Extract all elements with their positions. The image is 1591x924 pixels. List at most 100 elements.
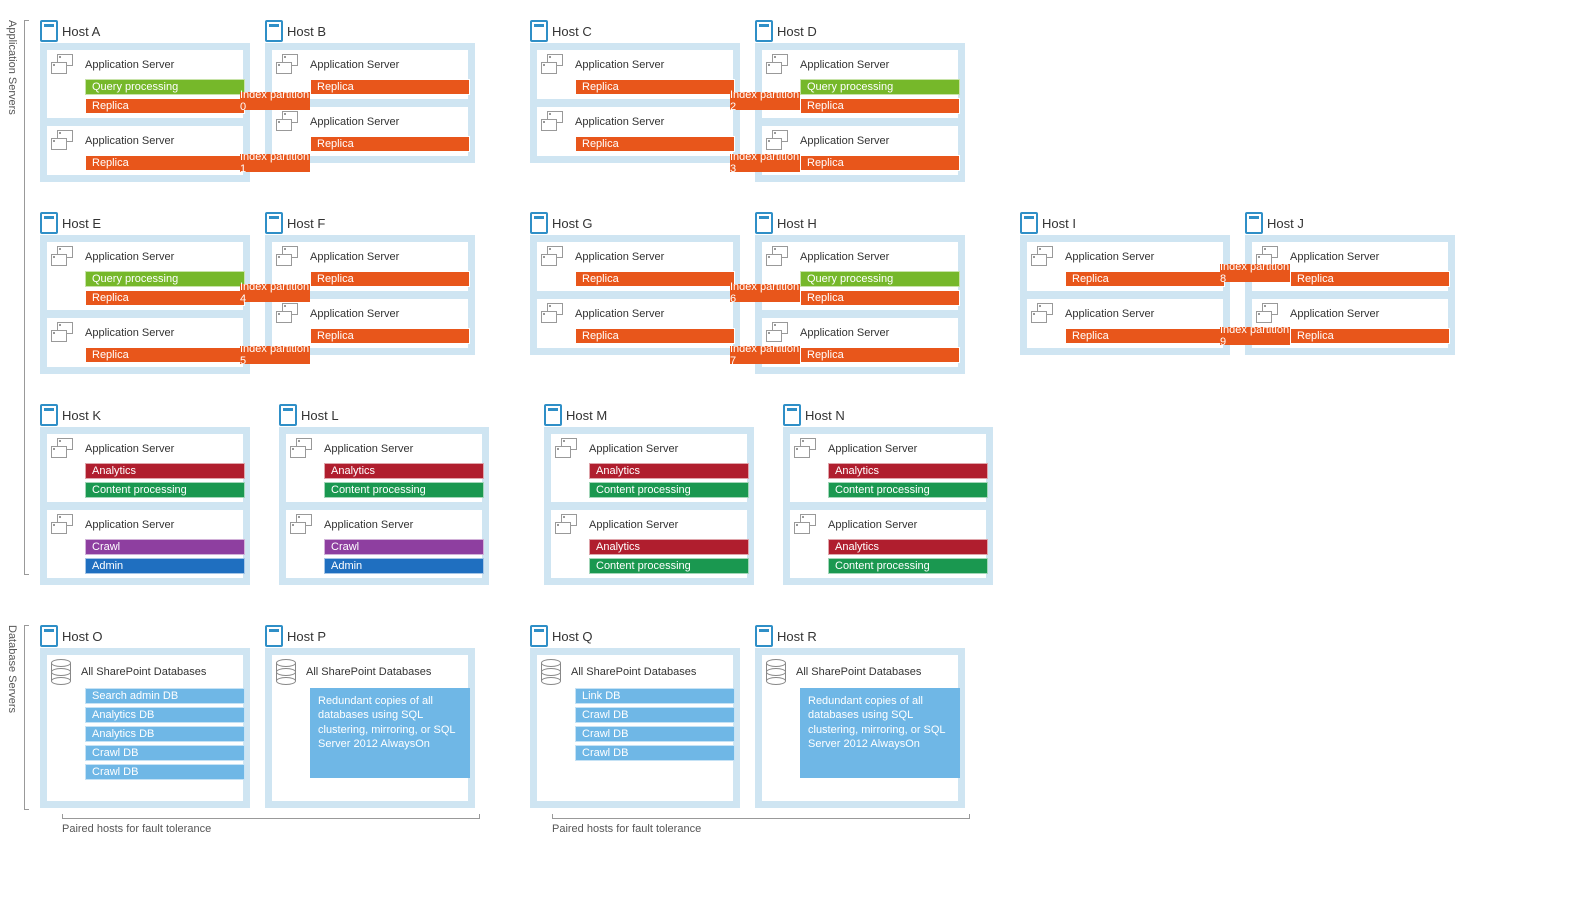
server-title: Application Server [310,59,399,71]
host: Host I Application Server Replica Applic… [1020,212,1245,355]
app-server-icon [794,514,820,536]
server-title: Application Server [800,135,889,147]
tag-analytics: Analytics [324,463,484,479]
host: Host P All SharePoint Databases Redundan… [265,625,490,808]
server-title: Application Server [1290,251,1379,263]
app-server-icon [290,514,316,536]
host-title: Host R [777,629,817,644]
app-server-box: Application Server Replica [1026,298,1224,349]
tag-db: Analytics DB [85,707,245,723]
app-server-box: Application Server AnalyticsContent proc… [550,433,748,503]
tag-replica: Replica [800,290,960,306]
db-server-box: All SharePoint Databases Search admin DB… [46,654,244,802]
app-server-box: Application Server Replica [46,125,244,176]
diagram-root: Host A Application Server Query processi… [40,20,1571,835]
host-icon [755,212,773,234]
tag-replica: Replica [310,136,470,152]
host-title: Host J [1267,216,1304,231]
host-icon [783,404,801,426]
app-server-icon [766,246,792,268]
server-title: Application Server [575,59,664,71]
server-title: Application Server [1065,251,1154,263]
tag-replica: Replica [575,136,735,152]
host: Host C Application Server Replica Applic… [530,20,755,182]
host: Host E Application Server Query processi… [40,212,265,374]
tag-analytics: Analytics [828,463,988,479]
app-server-box: Application Server AnalyticsContent proc… [789,509,987,579]
tag-replica: Replica [1290,328,1450,344]
host-title: Host B [287,24,326,39]
host: Host L Application Server AnalyticsConte… [279,404,504,585]
server-title: Application Server [575,308,664,320]
app-server-icon [794,438,820,460]
partition-bridge: Index partition 1 [240,154,310,172]
app-server-box: Application Server Replica [46,317,244,368]
host: Host R All SharePoint Databases Redundan… [755,625,980,808]
host-icon [530,20,548,42]
host-icon [265,625,283,647]
tag-db: Crawl DB [85,764,245,780]
tag-admin: Admin [324,558,484,574]
tag-analytics: Analytics [589,539,749,555]
tag-analytics: Analytics [589,463,749,479]
host-title: Host D [777,24,817,39]
tag-content: Content processing [324,482,484,498]
server-title: All SharePoint Databases [306,666,431,678]
tag-db: Search admin DB [85,688,245,704]
host-pair: Host A Application Server Query processi… [40,20,490,182]
server-title: Application Server [85,519,174,531]
server-title: Application Server [85,135,174,147]
host-title: Host L [301,408,339,423]
server-title: Application Server [828,519,917,531]
host: Host G Application Server Replica Applic… [530,212,755,374]
partition-bridge: Index partition 7 [730,346,800,364]
partition-bridge: Index partition 5 [240,346,310,364]
app-server-icon [766,54,792,76]
tag-replica: Replica [85,290,245,306]
database-icon [276,659,296,685]
server-title: All SharePoint Databases [81,666,206,678]
tag-admin: Admin [85,558,245,574]
app-server-icon [276,246,302,268]
app-server-icon [766,130,792,152]
host-title: Host G [552,216,592,231]
host-title: Host I [1042,216,1076,231]
host-pair: Host I Application Server Replica Applic… [1020,212,1470,374]
app-server-icon [51,514,77,536]
app-server-box: Application Server Replica [536,241,734,292]
tag-query: Query processing [85,271,245,287]
db-host-pair: Host O All SharePoint Databases Search a… [40,625,490,835]
app-server-box: Application Server AnalyticsContent proc… [550,509,748,579]
db-host-pair: Host Q All SharePoint Databases Link DBC… [530,625,980,835]
tag-replica: Replica [575,79,735,95]
row-app-3: Host K Application Server AnalyticsConte… [40,404,1571,585]
tag-replica: Replica [1065,328,1225,344]
app-server-icon [290,438,316,460]
tag-replica: Replica [85,98,245,114]
host-title: Host O [62,629,102,644]
tag-query: Query processing [800,271,960,287]
app-server-box: Application Server Replica [536,106,734,157]
app-server-icon [276,54,302,76]
bracket-app [24,20,29,575]
host: Host O All SharePoint Databases Search a… [40,625,265,808]
host-icon [40,625,58,647]
tag-replica: Replica [800,347,960,363]
app-server-icon [51,438,77,460]
host-icon [40,212,58,234]
host-title: Host H [777,216,817,231]
host: Host N Application Server AnalyticsConte… [783,404,1008,585]
app-server-box: Application Server Replica [1026,241,1224,292]
db-redundant-note: Redundant copies of all databases using … [800,688,960,778]
db-server-box: All SharePoint Databases Link DBCrawl DB… [536,654,734,802]
tag-content: Content processing [828,558,988,574]
row-app-1: Host A Application Server Query processi… [40,20,1571,182]
partition-bridge: Index partition 2 [730,92,800,110]
tag-db: Crawl DB [575,745,735,761]
database-icon [541,659,561,685]
host-icon [265,20,283,42]
server-title: Application Server [1065,308,1154,320]
database-icon [51,659,71,685]
server-title: Application Server [800,251,889,263]
app-server-box: Application Server AnalyticsContent proc… [789,433,987,503]
